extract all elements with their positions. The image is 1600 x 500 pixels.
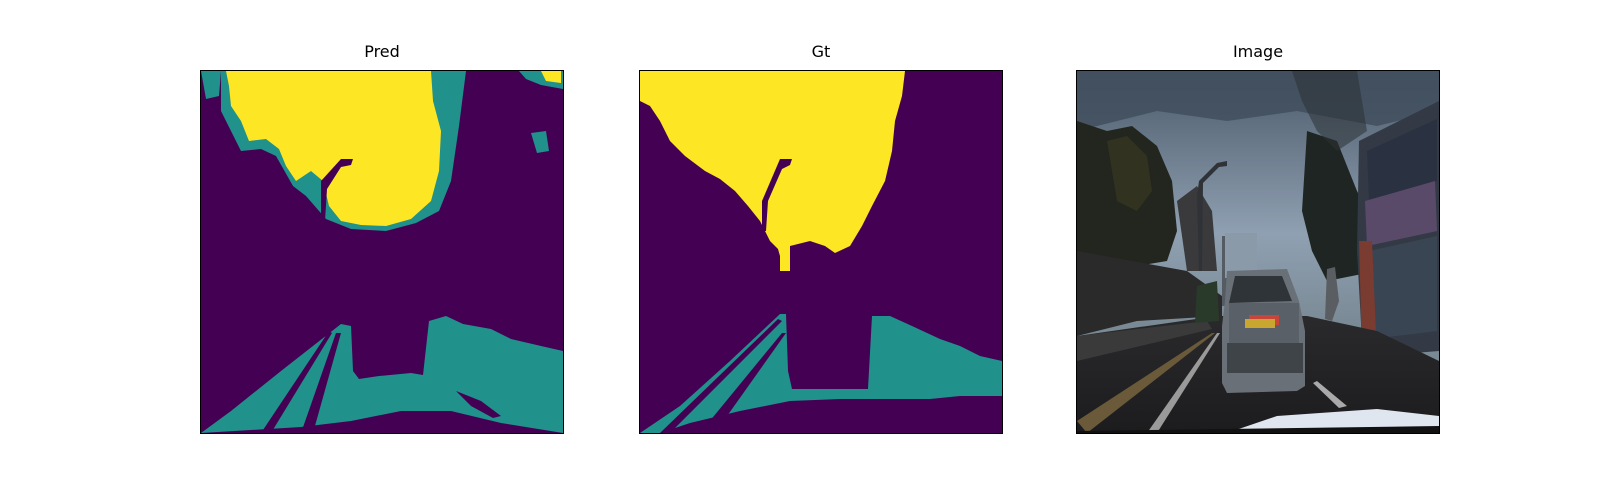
pred-title: Pred — [364, 42, 400, 61]
pred-panel: Pred — [200, 42, 564, 434]
gt-title: Gt — [811, 42, 831, 61]
image-panel: Image — [1076, 42, 1440, 434]
pred-mask — [200, 70, 564, 434]
street-photo — [1076, 70, 1440, 434]
gt-panel: Gt — [639, 42, 1003, 434]
image-title: Image — [1232, 42, 1284, 61]
gt-mask — [639, 70, 1003, 434]
